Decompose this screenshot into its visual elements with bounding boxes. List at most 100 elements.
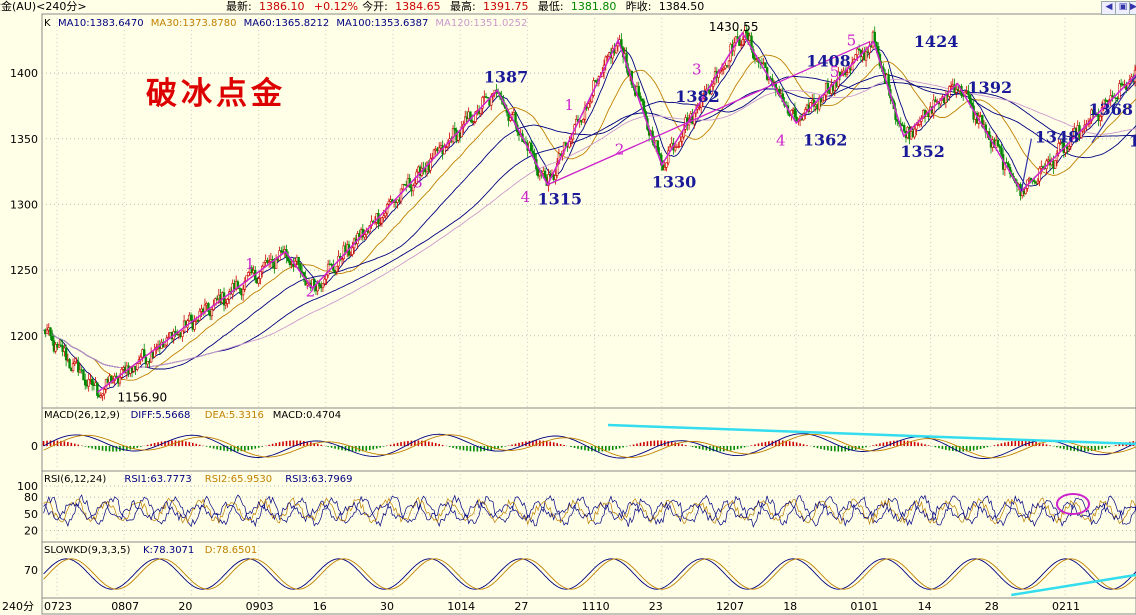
price-label: 1430.55 — [709, 20, 759, 34]
candle-body — [915, 124, 918, 130]
y-tick-label: 1400 — [10, 67, 38, 80]
dea-line — [43, 433, 1136, 459]
quote-value: +0.12% — [314, 0, 358, 13]
candle-body — [616, 43, 620, 47]
wave-zigzag-line — [96, 31, 1136, 394]
wave-label: 4 — [521, 188, 531, 206]
candle-body — [437, 147, 441, 152]
candle-body — [103, 389, 106, 395]
legend-item: SLOWKD(9,3,3,5) — [44, 545, 130, 556]
candle-body — [665, 162, 668, 168]
candle-body — [82, 370, 85, 381]
legend-item: RSI(6,12,24) — [44, 474, 106, 485]
x-tick-label: 1014 — [447, 600, 475, 613]
legends: K MA10:1383.6470 MA30:1373.8780 MA60:1365.8… — [44, 18, 527, 556]
candle-body — [727, 60, 731, 67]
legend-item: RSI1:63.7773 — [124, 474, 191, 485]
wave-label: 3 — [413, 173, 423, 191]
candle-body — [543, 170, 547, 178]
candle-body — [639, 95, 642, 100]
wave-label: 2 — [306, 282, 316, 300]
wave-label: 5 — [830, 63, 840, 81]
rsi-panel — [43, 493, 1136, 528]
y-tick-label: 100 — [17, 480, 38, 493]
candle-body — [228, 291, 231, 300]
x-axis: 240分 0723 0807 20 0903 16 30 1014 27 1110 23 1207 18… — [2, 600, 1080, 613]
candle-body — [1033, 180, 1036, 183]
price-label: 1408 — [806, 52, 851, 71]
candle-body — [280, 250, 283, 252]
kd-divergence-line — [1011, 573, 1136, 597]
quote-label: 最新: — [226, 0, 252, 13]
candle-body — [1024, 188, 1027, 194]
rsi-line — [43, 497, 1136, 526]
candle-body — [54, 344, 57, 352]
legend-item: DEA:5.3316 — [205, 410, 264, 421]
candle-body — [637, 85, 640, 97]
candle-body — [472, 121, 476, 123]
wave-label: 1 — [245, 255, 255, 273]
candle-body — [387, 200, 391, 205]
candle-body — [335, 265, 339, 272]
candle-body — [1036, 180, 1040, 184]
candle-body — [96, 382, 99, 396]
price-label: 1424 — [914, 32, 959, 51]
wave-label: 4 — [776, 131, 786, 149]
candle-body — [1000, 147, 1003, 155]
candle-body — [257, 278, 260, 284]
trend-line — [1091, 75, 1136, 144]
candle-body — [724, 65, 727, 69]
candle-body — [241, 289, 245, 296]
macd-panel — [42, 423, 1136, 459]
candle-body — [1007, 163, 1010, 168]
candle-body — [968, 94, 972, 104]
candle-body — [1092, 109, 1095, 115]
legend-item: MA60:1365.8212 — [244, 18, 330, 29]
candle-body — [84, 379, 87, 386]
candle-body — [875, 42, 878, 47]
candle-body — [321, 283, 325, 289]
candle-body — [793, 108, 797, 118]
candle-body — [238, 287, 241, 290]
candle-body — [99, 395, 103, 398]
candle-body — [68, 359, 71, 369]
candle-body — [531, 150, 535, 154]
candle-body — [741, 39, 745, 46]
candle-body — [64, 347, 68, 361]
price-labels: 1156.9013871315133013821430.551408136214… — [117, 20, 1136, 404]
candle-body — [274, 259, 278, 269]
quote-value: 1384.50 — [659, 0, 705, 13]
candle-body — [1038, 167, 1041, 182]
candle-body — [641, 98, 644, 102]
right-arrow-icon[interactable]: ▶ — [1129, 1, 1136, 15]
x-tick-label: 1110 — [582, 600, 610, 613]
candle-body — [606, 55, 609, 58]
candle-body — [382, 215, 385, 219]
candle-body — [903, 125, 906, 132]
x-tick-label: 27 — [514, 600, 528, 613]
y-tick-label: 1350 — [10, 133, 38, 146]
legend-item: MACD:0.4704 — [273, 410, 341, 421]
candle-body — [934, 99, 937, 103]
rsi-line — [43, 494, 1136, 528]
kd-panel — [43, 558, 1136, 597]
candle-body — [845, 72, 849, 75]
candle-body — [453, 127, 457, 131]
candle-body — [1029, 177, 1033, 181]
candle-body — [1099, 115, 1102, 121]
candle-body — [1071, 131, 1074, 137]
candle-body — [481, 97, 484, 109]
wave-label: 5 — [847, 32, 857, 50]
candle-body — [325, 274, 328, 280]
kd-line — [43, 558, 1136, 590]
candle-body — [330, 263, 333, 266]
candle-body — [163, 344, 167, 348]
candle-body — [677, 146, 680, 148]
price-label: 1156.90 — [117, 390, 167, 404]
candle-body — [764, 62, 767, 69]
x-period-label: 240分 — [2, 600, 34, 613]
candle-body — [1060, 142, 1064, 144]
x-tick-label: 16 — [313, 600, 327, 613]
candle-body — [1053, 160, 1057, 169]
